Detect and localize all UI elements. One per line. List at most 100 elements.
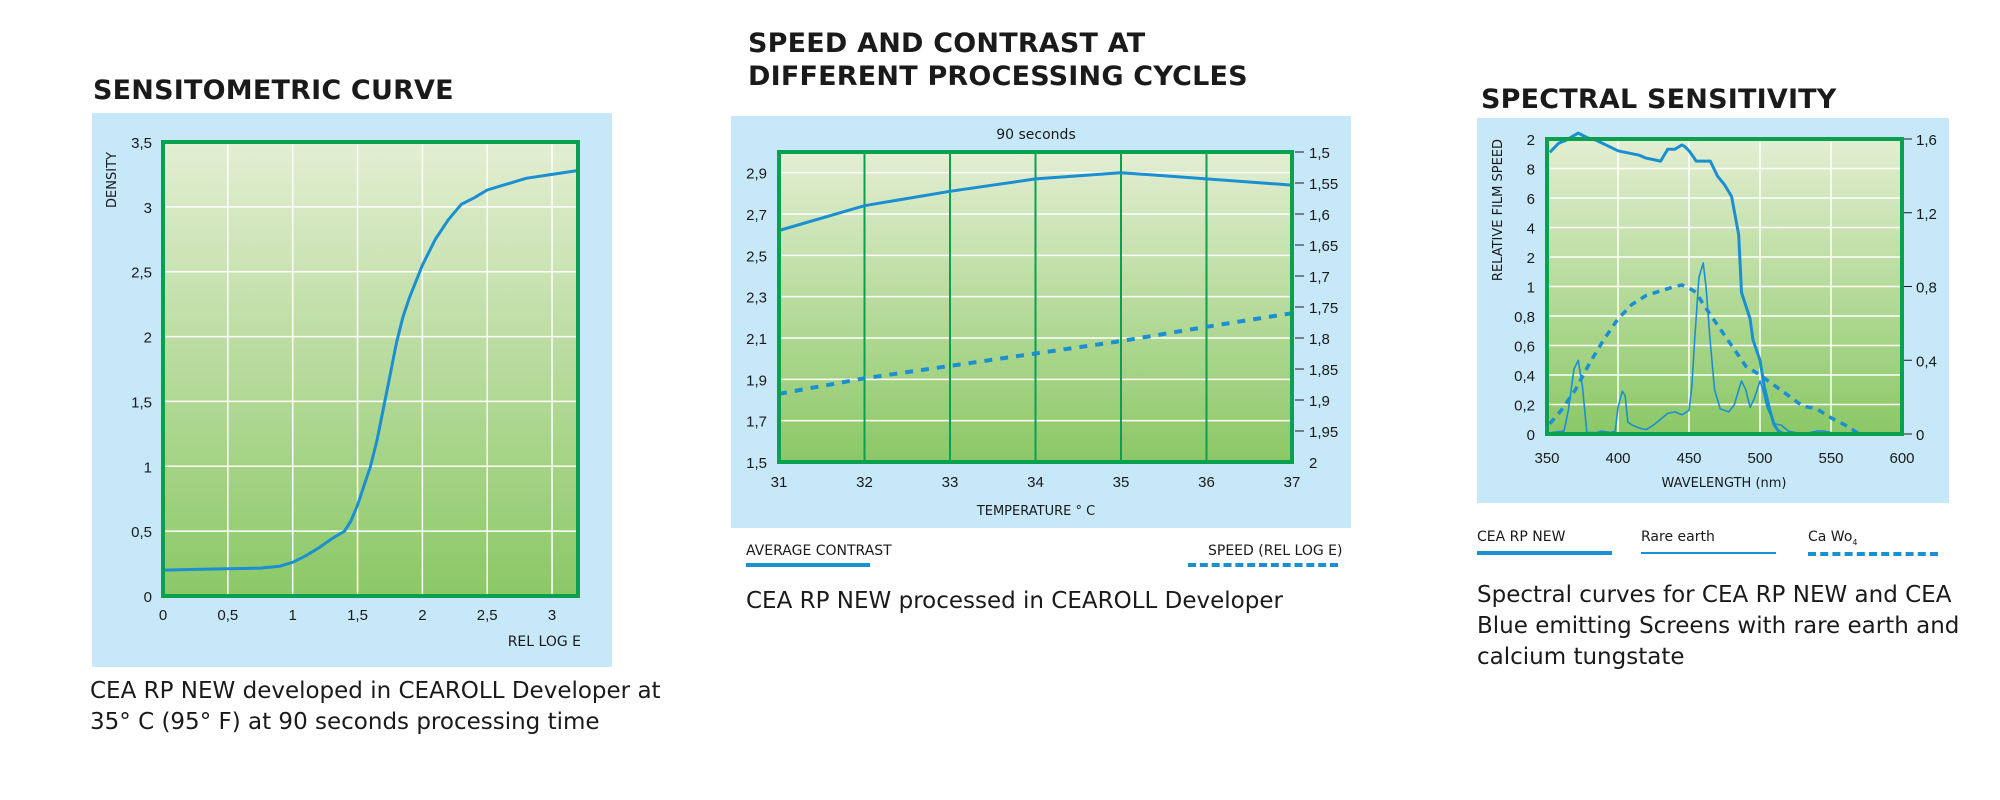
y-axis-label: DENSITY [105, 152, 120, 208]
sensitometric-title: SENSITOMETRIC CURVE [93, 75, 454, 106]
y-left-tick-label: 0 [1527, 427, 1535, 444]
x-tick-label: 3 [548, 607, 556, 624]
x-tick-label: 400 [1605, 450, 1630, 467]
y-right-tick-label: 1,95 [1309, 424, 1338, 441]
spectral-chart: 350 400 450 500 550 600 0 0,2 0,4 0,6 0,8 1 2 4 6 8 2 0… [1477, 118, 1949, 503]
spectral-caption: Spectral curves for CEA RP NEW and CEA B… [1477, 582, 1960, 670]
legend-label-cea-rp-new: CEA RP NEW [1477, 529, 1566, 545]
y-left-tick-label: 2,1 [746, 331, 767, 348]
plot-frame [161, 140, 580, 598]
y-tick-label: 3,5 [131, 135, 152, 152]
sensitometric-caption: CEA RP NEW developed in CEAROLL Develope… [90, 678, 661, 735]
x-axis-label: TEMPERATURE ° C [976, 504, 1095, 519]
y-right-tick-label: 1,6 [1916, 132, 1937, 149]
series-line-cea-rp-new [1548, 131, 1785, 436]
x-tick-label: 0,5 [217, 607, 238, 624]
legend-label-rare-earth: Rare earth [1641, 529, 1715, 545]
y-tick-label: 3 [144, 200, 152, 217]
y-left-tick-label: 2,9 [746, 166, 767, 183]
y-left-tick-label: 2,5 [746, 248, 767, 265]
x-tick-label: 2,5 [477, 607, 498, 624]
y-tick-label: 2,5 [131, 265, 152, 282]
y-left-tick-label: 6 [1527, 191, 1535, 208]
x-tick-label: 2 [418, 607, 426, 624]
y-left-tick-label: 4 [1527, 221, 1535, 238]
x-axis-label: REL LOG E [508, 634, 581, 650]
x-tick-label: 550 [1818, 450, 1843, 467]
x-tick-label: 350 [1534, 450, 1559, 467]
legend-label-speed: SPEED (REL LOG E) [1208, 543, 1343, 559]
y-left-tick-label: 2,7 [746, 207, 767, 224]
y-right-tick-label: 1,55 [1309, 176, 1338, 193]
spectral-title: SPECTRAL SENSITIVITY [1481, 84, 1837, 115]
y-right-tick-label: 1,2 [1916, 206, 1937, 223]
y-left-tick-label: 8 [1527, 162, 1535, 179]
plot-frame [777, 150, 1294, 464]
y-left-tick-label: 1,7 [746, 414, 767, 431]
y-left-tick-label: 0,8 [1514, 309, 1535, 326]
y-right-tick-label: 1,5 [1309, 145, 1330, 162]
y-left-tick-label: 2 [1527, 132, 1535, 149]
y-right-tick-label: 0 [1916, 427, 1924, 444]
plot-frame [1545, 137, 1904, 436]
x-tick-label: 1 [289, 607, 297, 624]
legend-line-cea-rp-new [1477, 551, 1612, 555]
speed-contrast-title: SPEED AND CONTRAST AT DIFFERENT PROCESSI… [748, 28, 1248, 92]
series-line-average-contrast [778, 171, 1293, 232]
plot-area [163, 142, 578, 596]
y-left-tick-label: 1 [1527, 280, 1535, 297]
y-right-tick-label: 1,65 [1309, 238, 1338, 255]
y-left-tick-label: 0,2 [1514, 398, 1535, 415]
y-tick-label: 2 [144, 330, 152, 347]
y-tick-label: 1 [144, 459, 152, 476]
series-line-cea-rp-new [162, 169, 579, 572]
y-left-tick-label: 1,5 [746, 455, 767, 472]
y-right-tick-label: 1,8 [1309, 331, 1330, 348]
legend-line-rare-earth [1641, 552, 1776, 554]
y-right-tick-label: 0,4 [1916, 353, 1937, 370]
legend-cawo4-text: Ca Wo [1808, 529, 1853, 545]
x-axis-label: WAVELENGTH (nm) [1662, 476, 1787, 491]
y-axis-label: RELATIVE FILM SPEED [1491, 139, 1506, 281]
x-tick-label: 31 [771, 474, 788, 491]
y-left-tick-label: 2 [1527, 250, 1535, 267]
x-tick-label: 33 [942, 474, 959, 491]
y-right-tick-label: 1,6 [1309, 207, 1330, 224]
y-tick-label: 1,5 [131, 394, 152, 411]
y-right-tick-label: 0,8 [1916, 280, 1937, 297]
legend-cawo4-subscript: 4 [1852, 537, 1858, 547]
y-right-tick-label: 1,75 [1309, 300, 1338, 317]
series-line-speed [778, 311, 1293, 396]
legend-line-cawo4 [1808, 552, 1938, 556]
legend-label-cawo4: Ca Wo4 [1808, 529, 1858, 547]
x-tick-label: 37 [1284, 474, 1301, 491]
x-tick-label: 34 [1027, 474, 1044, 491]
x-tick-label: 35 [1113, 474, 1130, 491]
y-left-tick-label: 0,4 [1514, 368, 1535, 385]
y-tick-label: 0 [144, 589, 152, 606]
y-right-tick-label: 2 [1309, 455, 1317, 472]
chart-subtitle: 90 seconds [996, 127, 1076, 143]
legend-label-average-contrast: AVERAGE CONTRAST [746, 543, 892, 559]
y-tick-label: 0,5 [131, 524, 152, 541]
legend-line-dashed [1188, 563, 1338, 567]
y-left-tick-label: 2,3 [746, 290, 767, 307]
speed-contrast-caption: CEA RP NEW processed in CEAROLL Develope… [746, 588, 1283, 614]
x-tick-label: 1,5 [347, 607, 368, 624]
y-right-tick-label: 1,7 [1309, 269, 1330, 286]
series-line-rare-earth [1551, 262, 1832, 435]
x-tick-label: 32 [856, 474, 873, 491]
x-tick-label: 450 [1676, 450, 1701, 467]
x-tick-label: 0 [159, 607, 167, 624]
x-tick-label: 500 [1747, 450, 1772, 467]
x-tick-label: 36 [1198, 474, 1215, 491]
y-right-tick-label: 1,9 [1309, 393, 1330, 410]
x-tick-label: 600 [1889, 450, 1914, 467]
legend-line-solid [746, 563, 870, 567]
sensitometric-chart: 0 0,5 1 1,5 2 2,5 3 0 0,5 1 1,5 2 2,5 3 3,5 DENSITY R… [92, 113, 612, 667]
y-left-tick-label: 0,6 [1514, 339, 1535, 356]
speed-contrast-chart: 31 32 33 34 35 36 37 1,51,71,92,12,32,52,72,9 … [731, 116, 1351, 528]
y-left-tick-label: 1,9 [746, 372, 767, 389]
y-right-tick-label: 1,85 [1309, 362, 1338, 379]
